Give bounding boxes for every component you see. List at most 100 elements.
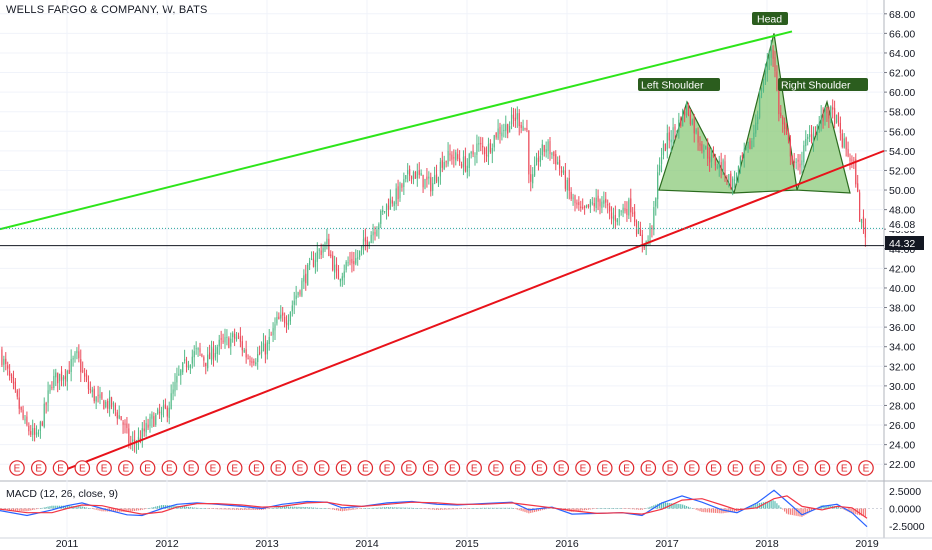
earnings-letter: E: [732, 464, 739, 475]
macd-histogram-bar: [405, 507, 407, 509]
macd-histogram-bar: [220, 508, 222, 510]
candle-body: [659, 165, 661, 172]
macd-histogram-bar: [174, 505, 176, 509]
candle-body: [434, 175, 436, 185]
macd-histogram-bar: [447, 508, 449, 510]
earnings-marker: [313, 460, 330, 476]
macd-histogram-bar: [143, 508, 145, 510]
earnings-marker: [792, 460, 809, 476]
macd-histogram-bar: [422, 508, 424, 509]
macd-histogram-bar: [362, 508, 365, 509]
macd-histogram-bar: [395, 507, 397, 509]
candle-body: [443, 162, 445, 170]
candle-body: [270, 334, 272, 336]
macd-histogram-bar: [424, 508, 426, 509]
macd-histogram-bar: [784, 508, 786, 512]
macd-histogram-bar: [12, 508, 15, 511]
candle-body: [724, 161, 726, 178]
macd-histogram-bar: [426, 508, 428, 510]
earnings-marker: [814, 460, 831, 476]
candle-body: [66, 370, 68, 382]
macd-histogram-bar: [849, 508, 851, 513]
macd-histogram-bar: [620, 508, 622, 509]
earnings-letter: E: [275, 464, 282, 475]
candle-body: [674, 126, 676, 130]
candle-body: [743, 148, 745, 158]
candle-body: [39, 421, 41, 431]
candle-body: [34, 428, 36, 435]
macd-histogram-bar: [322, 508, 324, 509]
candle-body: [382, 210, 384, 212]
earnings-marker: [836, 460, 853, 476]
earnings-marker: [422, 460, 439, 476]
candle-body: [339, 279, 341, 282]
candle-body: [689, 114, 691, 125]
macd-histogram-bar: [68, 505, 70, 509]
macd-histogram-bar: [647, 507, 649, 509]
macd-histogram-bar: [766, 501, 768, 509]
candle-body: [237, 335, 240, 337]
earnings-marker: [248, 460, 265, 476]
candle-body: [284, 316, 286, 324]
macd-histogram-bar: [49, 506, 51, 509]
candle-body: [639, 228, 641, 236]
earnings-letter: E: [123, 464, 130, 475]
macd-histogram-bar: [530, 508, 532, 513]
macd-histogram-bar: [95, 508, 97, 510]
macd-histogram-bar: [503, 507, 505, 509]
macd-histogram-bar: [468, 508, 470, 509]
candle-body: [612, 216, 615, 220]
macd-histogram-bar: [470, 508, 472, 509]
macd-histogram-bar: [397, 507, 399, 509]
candle-body: [780, 112, 782, 116]
candle-body: [474, 156, 476, 158]
candle-body: [814, 134, 816, 136]
candle-body: [735, 177, 738, 179]
macd-histogram-bar: [260, 508, 263, 510]
macd-histogram-bar: [782, 508, 784, 510]
candle-body: [3, 358, 5, 365]
macd-histogram-bar: [464, 508, 466, 509]
macd-histogram-bar: [695, 508, 697, 510]
candle-body: [122, 422, 124, 425]
macd-histogram-bar: [853, 508, 855, 514]
macd-histogram-bar: [85, 507, 88, 509]
candle-body: [228, 338, 230, 349]
candle-body: [347, 262, 349, 264]
macd-histogram-bar: [149, 507, 151, 509]
macd-histogram-bar: [797, 508, 799, 517]
candle-body: [582, 207, 584, 209]
candle-body: [543, 145, 545, 152]
candle-body: [78, 351, 80, 359]
macd-histogram-bar: [162, 505, 165, 509]
macd-histogram-bar: [753, 504, 755, 509]
candle-body: [439, 161, 441, 177]
macd-histogram-bar: [164, 505, 166, 509]
candle-body: [74, 353, 76, 359]
candle-body: [539, 156, 541, 162]
candle-body: [657, 172, 659, 200]
macd-histogram-bar: [537, 508, 540, 512]
candle-body: [82, 370, 84, 372]
y-tick-label: 48.00: [889, 205, 915, 217]
macd-histogram-bar: [622, 508, 624, 509]
candle-body: [380, 210, 382, 224]
macd-histogram-bar: [495, 507, 497, 509]
macd-histogram-bar: [128, 508, 130, 512]
macd-histogram-bar: [382, 507, 384, 509]
candle-body: [199, 348, 201, 353]
candle-body: [643, 244, 645, 248]
candle-body: [441, 160, 443, 168]
candle-body: [172, 389, 174, 394]
macd-histogram-bar: [497, 507, 499, 509]
candle-body: [455, 152, 457, 161]
macd-histogram-bar: [860, 508, 863, 516]
earnings-marker: [96, 460, 112, 476]
candle-body: [751, 140, 753, 149]
candle-body: [699, 143, 701, 146]
candle-body: [614, 214, 616, 221]
candle-body: [726, 178, 728, 180]
candle-body: [580, 206, 582, 209]
